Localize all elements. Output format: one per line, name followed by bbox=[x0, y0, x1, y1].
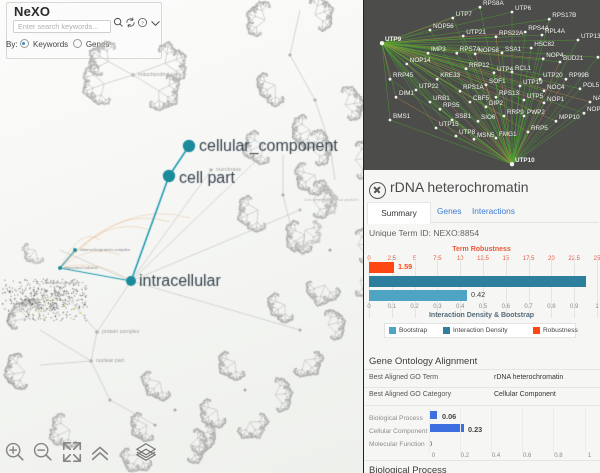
svg-text:RRP45: RRP45 bbox=[393, 72, 414, 79]
svg-text:SIO6: SIO6 bbox=[481, 114, 496, 121]
svg-text:NOP14: NOP14 bbox=[410, 57, 431, 64]
svg-text:NOC4: NOC4 bbox=[547, 84, 565, 91]
svg-text:RPS17B: RPS17B bbox=[552, 12, 576, 19]
svg-text:RPS22A: RPS22A bbox=[499, 30, 524, 37]
svg-text:RPS1A: RPS1A bbox=[463, 84, 484, 91]
svg-text:RPS8A: RPS8A bbox=[483, 0, 504, 7]
svg-text:NOP4: NOP4 bbox=[546, 52, 564, 59]
svg-text:DIP2: DIP2 bbox=[489, 100, 503, 107]
svg-text:UTP6: UTP6 bbox=[515, 5, 532, 12]
svg-text:UTP19: UTP19 bbox=[523, 79, 543, 86]
svg-text:NOP58: NOP58 bbox=[478, 47, 499, 54]
svg-text:MPP10: MPP10 bbox=[559, 114, 580, 121]
svg-text:CBF5: CBF5 bbox=[473, 95, 490, 102]
svg-text:BMS1: BMS1 bbox=[393, 113, 411, 120]
svg-text:IMP3: IMP3 bbox=[431, 46, 446, 53]
svg-text:UTP10: UTP10 bbox=[515, 157, 535, 164]
svg-text:UTP13: UTP13 bbox=[581, 33, 600, 40]
svg-text:UTP22: UTP22 bbox=[419, 83, 439, 90]
svg-text:RPS13: RPS13 bbox=[499, 90, 519, 97]
svg-text:FMG1: FMG1 bbox=[499, 131, 517, 138]
svg-text:UTP9: UTP9 bbox=[385, 36, 402, 43]
svg-text:UTP7: UTP7 bbox=[456, 11, 473, 18]
svg-text:HSC82: HSC82 bbox=[534, 41, 555, 48]
svg-text:SSB1: SSB1 bbox=[455, 113, 472, 120]
svg-text:UTP21: UTP21 bbox=[466, 29, 486, 36]
svg-text:KRE33: KRE33 bbox=[440, 72, 460, 79]
svg-text:RRP9: RRP9 bbox=[507, 109, 524, 116]
svg-text:UTP5: UTP5 bbox=[527, 93, 544, 100]
svg-text:NOP6: NOP6 bbox=[587, 106, 600, 113]
svg-text:SSA1: SSA1 bbox=[505, 46, 522, 53]
svg-text:RRP12: RRP12 bbox=[469, 62, 490, 69]
svg-text:BUD21: BUD21 bbox=[563, 55, 584, 62]
svg-text:RPS5: RPS5 bbox=[443, 102, 460, 109]
svg-text:DIM1: DIM1 bbox=[399, 90, 415, 97]
svg-text:PWP2: PWP2 bbox=[527, 109, 545, 116]
svg-text:RP99B: RP99B bbox=[569, 72, 589, 79]
svg-text:UTP20: UTP20 bbox=[543, 72, 563, 79]
svg-text:UTP8: UTP8 bbox=[459, 129, 476, 136]
svg-text:NOP1: NOP1 bbox=[547, 96, 565, 103]
svg-text:MSN5: MSN5 bbox=[477, 132, 495, 139]
svg-text:RPL4A: RPL4A bbox=[545, 28, 566, 35]
svg-text:NOP56: NOP56 bbox=[433, 23, 454, 30]
svg-text:UTP15: UTP15 bbox=[439, 121, 459, 128]
svg-text:URB1: URB1 bbox=[433, 95, 450, 102]
svg-text:RCL1: RCL1 bbox=[515, 65, 532, 72]
svg-text:RRP5: RRP5 bbox=[531, 125, 548, 132]
svg-text:SOF1: SOF1 bbox=[489, 78, 506, 85]
svg-text:NAN1: NAN1 bbox=[593, 95, 600, 102]
svg-text:POL5: POL5 bbox=[583, 82, 600, 89]
